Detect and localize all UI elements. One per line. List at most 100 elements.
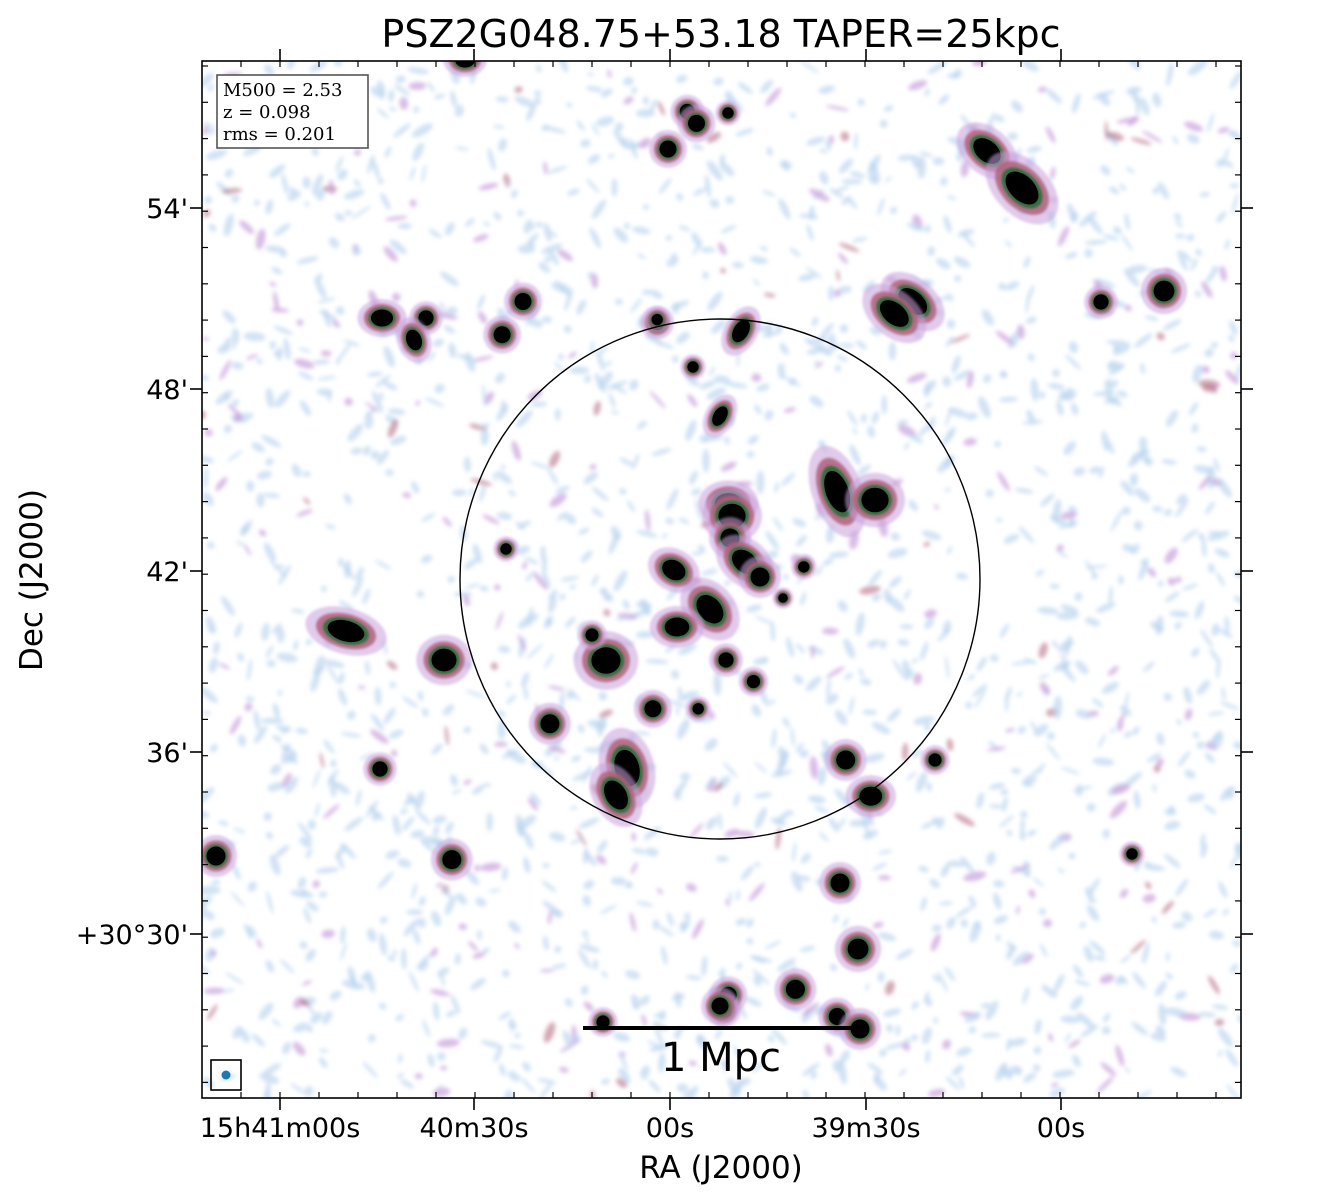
noise-speck — [953, 256, 971, 268]
noise-speck — [320, 350, 332, 357]
noise-speck — [523, 856, 531, 874]
noise-speck — [1036, 606, 1059, 615]
noise-speck — [417, 690, 424, 702]
noise-speck — [761, 330, 783, 338]
noise-speck — [551, 909, 564, 918]
noise-speck — [1002, 217, 1009, 223]
radio-source — [680, 354, 706, 380]
noise-speck — [1163, 693, 1172, 702]
noise-speck — [701, 955, 708, 977]
noise-speck — [779, 342, 789, 355]
noise-speck — [802, 1002, 820, 1017]
noise-speck — [706, 132, 722, 143]
noise-speck — [569, 366, 590, 375]
noise-speck — [1074, 979, 1091, 987]
noise-speck — [637, 420, 648, 430]
noise-speck — [1186, 234, 1195, 242]
noise-speck — [1103, 234, 1119, 241]
noise-speck — [210, 950, 217, 957]
noise-speck — [999, 371, 1008, 379]
noise-speck — [885, 1024, 894, 1033]
noise-speck — [1217, 127, 1230, 134]
noise-speck — [725, 195, 734, 205]
noise-speck — [586, 178, 600, 194]
noise-speck — [220, 595, 235, 616]
noise-speck — [749, 256, 768, 265]
noise-speck — [754, 792, 773, 799]
noise-speck — [415, 810, 431, 825]
noise-speck — [623, 222, 631, 230]
radio-source — [824, 739, 867, 781]
noise-speck — [753, 278, 760, 287]
noise-speck — [400, 807, 408, 815]
noise-speck — [273, 223, 291, 236]
noise-speck — [583, 375, 592, 383]
noise-speck — [202, 374, 209, 381]
noise-speck — [1196, 446, 1208, 452]
noise-speck — [1181, 911, 1193, 922]
noise-speck — [699, 433, 710, 444]
noise-speck — [1016, 905, 1020, 915]
noise-speck — [1017, 324, 1025, 340]
noise-speck — [747, 435, 759, 445]
noise-speck — [470, 978, 486, 991]
radio-source — [483, 315, 521, 354]
noise-speck — [641, 1066, 651, 1081]
noise-speck — [202, 122, 215, 128]
noise-speck — [578, 949, 591, 969]
noise-speck — [924, 88, 930, 97]
noise-speck — [236, 540, 245, 547]
noise-speck — [296, 256, 319, 265]
noise-speck — [525, 572, 534, 582]
noise-speck — [340, 926, 346, 944]
noise-speck — [622, 599, 630, 610]
noise-speck — [477, 294, 485, 310]
noise-speck — [1190, 258, 1198, 271]
noise-speck — [911, 749, 923, 758]
noise-speck — [409, 199, 417, 208]
noise-speck — [1228, 334, 1235, 343]
noise-speck — [793, 674, 804, 685]
noise-speck — [1049, 1087, 1065, 1098]
noise-speck — [636, 530, 658, 538]
noise-speck — [599, 589, 607, 596]
radio-source — [202, 835, 237, 877]
noise-speck — [1174, 621, 1182, 630]
noise-speck — [269, 164, 286, 179]
noise-speck — [337, 169, 348, 181]
noise-speck — [397, 858, 412, 868]
noise-speck — [768, 550, 779, 559]
noise-speck — [444, 895, 456, 916]
noise-speck — [338, 557, 344, 567]
noise-speck — [677, 686, 682, 696]
noise-speck — [1233, 595, 1241, 604]
noise-speck — [355, 566, 364, 581]
noise-speck — [276, 627, 285, 643]
radio-source — [834, 925, 882, 973]
radio-source — [739, 556, 781, 598]
noise-speck — [1006, 829, 1013, 837]
noise-speck — [1045, 88, 1063, 104]
noise-speck — [305, 949, 316, 962]
noise-speck — [694, 498, 703, 522]
noise-speck — [439, 271, 460, 287]
noise-speck — [704, 738, 718, 751]
radio-source — [715, 100, 741, 126]
noise-speck — [454, 104, 464, 118]
noise-speck — [728, 891, 733, 902]
noise-speck — [523, 685, 529, 701]
noise-speck — [942, 1039, 951, 1050]
noise-speck — [245, 696, 255, 702]
noise-speck — [554, 755, 560, 761]
noise-speck — [328, 237, 340, 249]
noise-speck — [1037, 763, 1046, 771]
noise-speck — [580, 985, 589, 996]
noise-speck — [370, 450, 380, 460]
noise-speck — [534, 90, 542, 97]
noise-speck — [542, 767, 555, 777]
noise-speck — [434, 383, 445, 394]
noise-speck — [530, 401, 548, 407]
noise-speck — [350, 447, 363, 455]
noise-speck — [826, 677, 831, 699]
noise-speck — [312, 880, 320, 889]
